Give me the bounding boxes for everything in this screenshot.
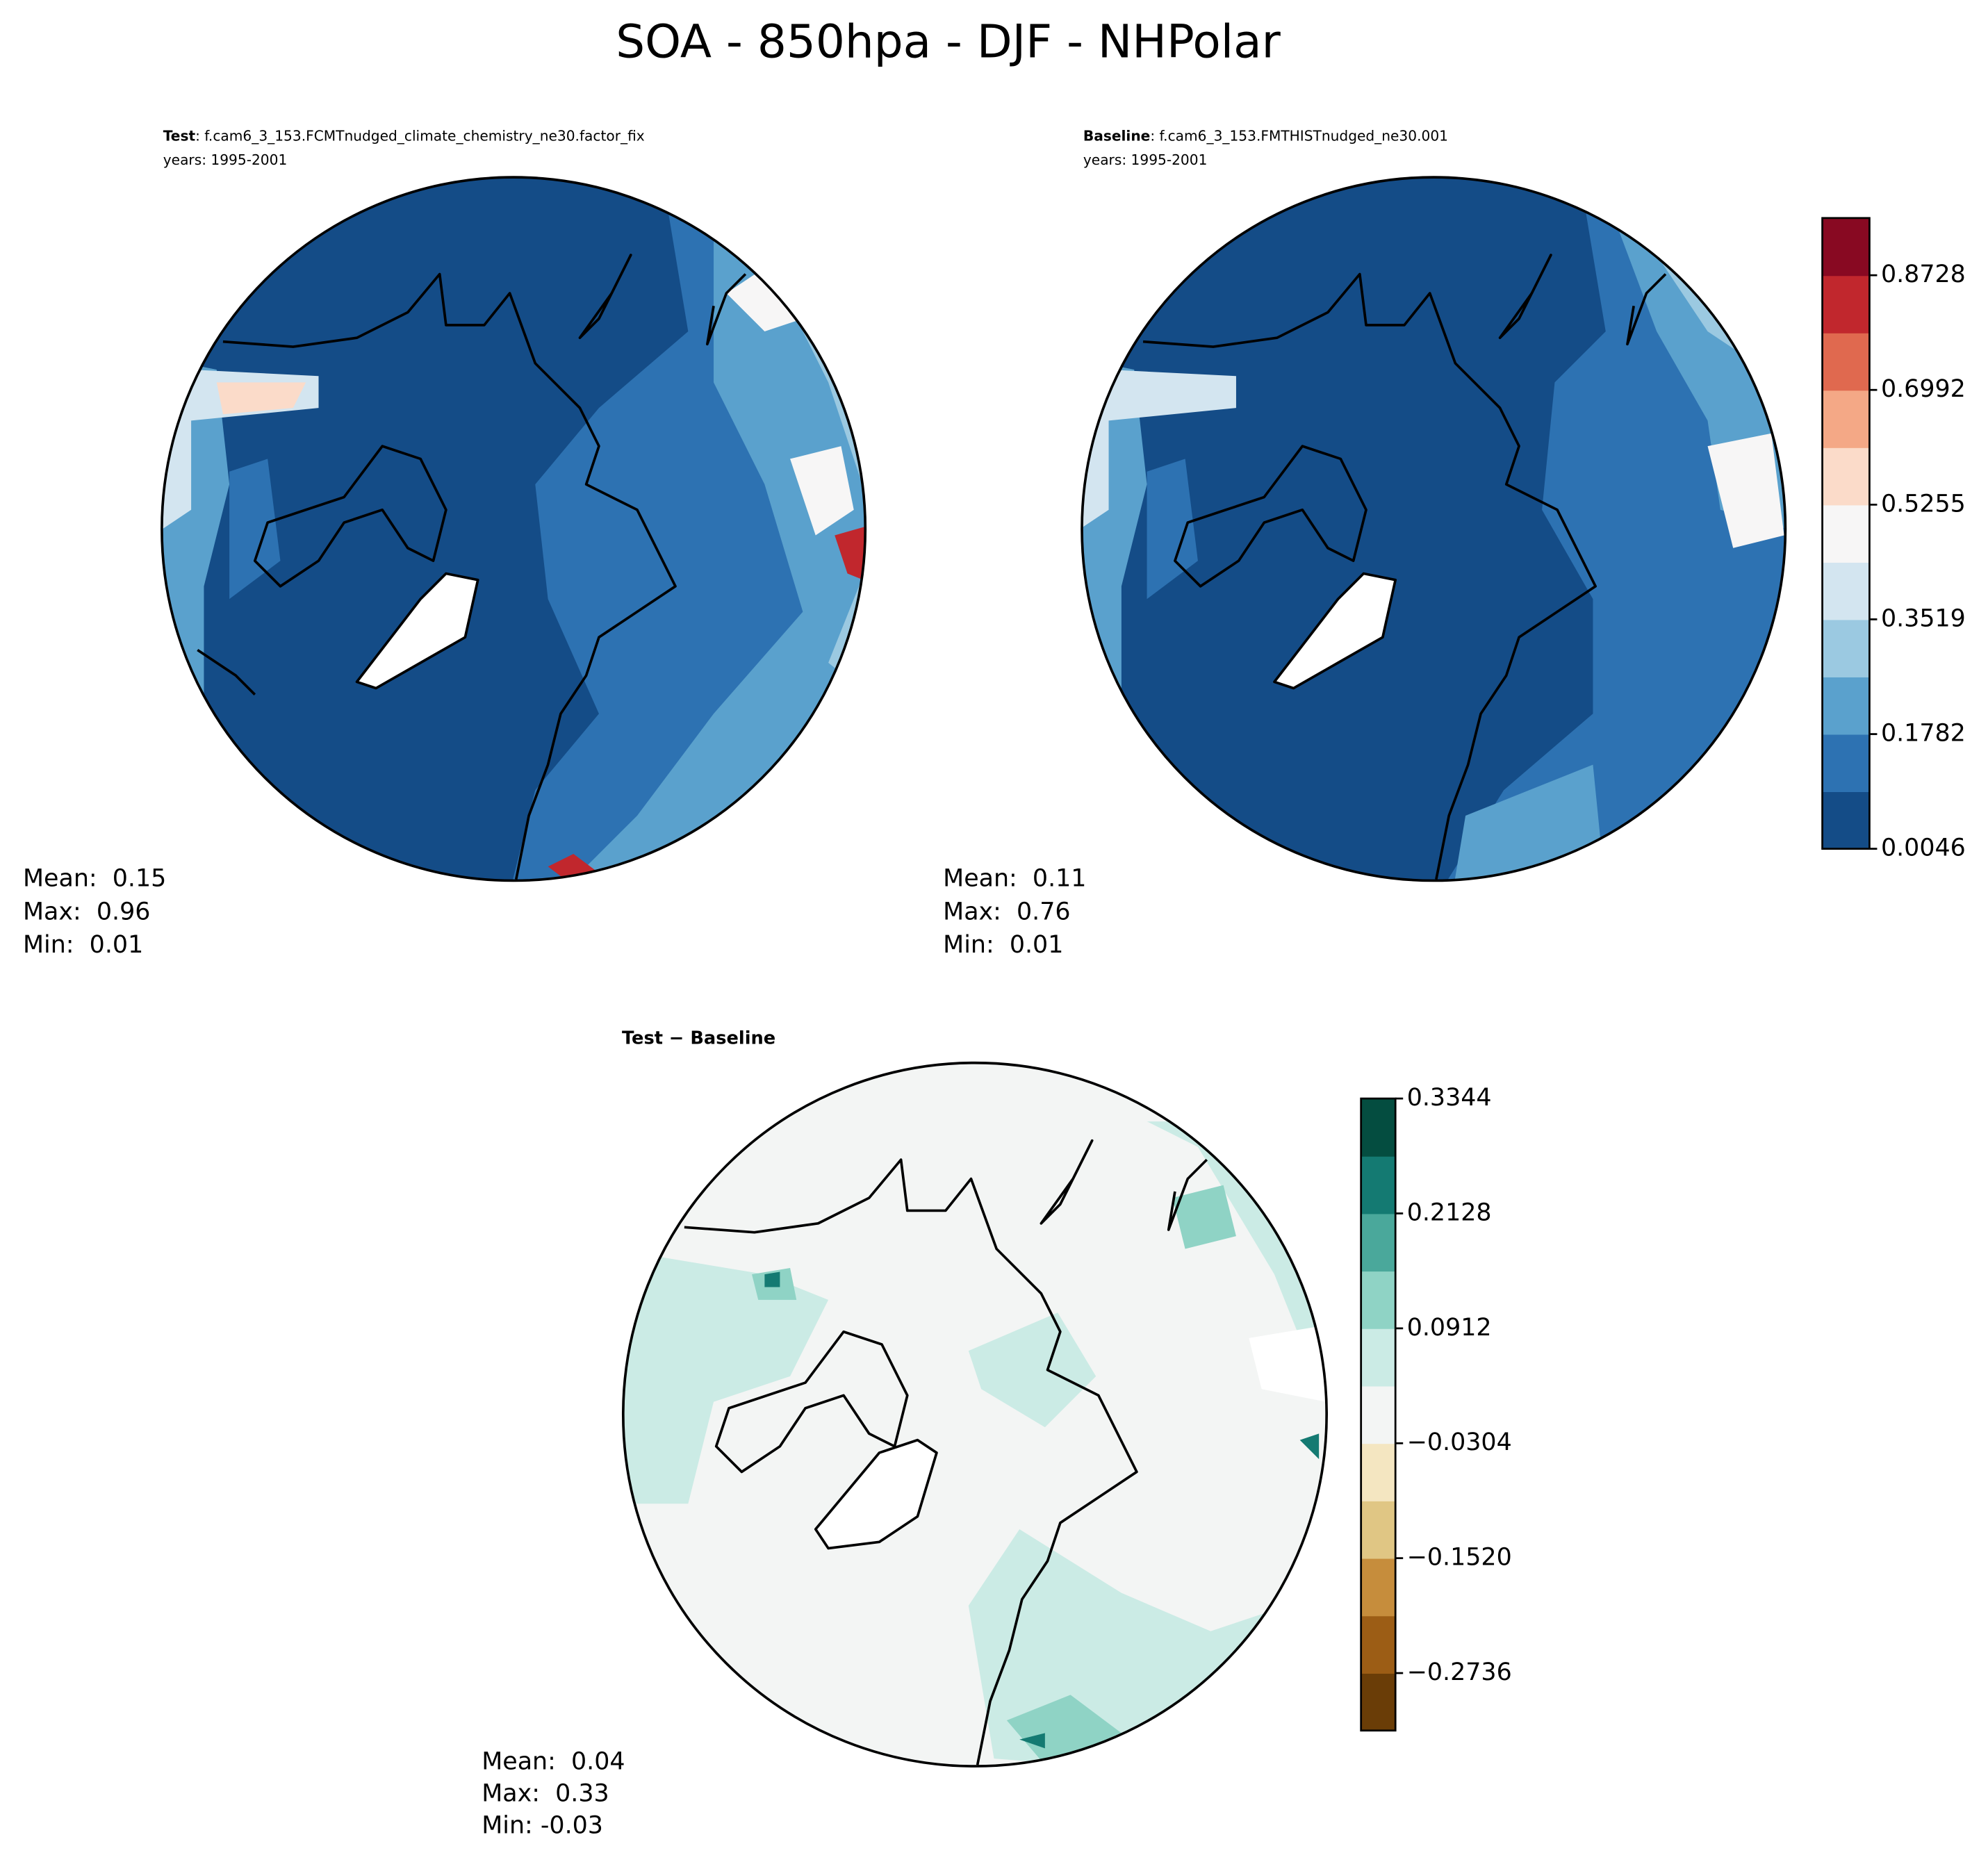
- case-name: : f.cam6_3_153.FMTHISTnudged_ne30.001: [1150, 127, 1448, 144]
- colorbar-tick-label: 0.0912: [1407, 1314, 1492, 1342]
- map-boundary: [161, 176, 867, 882]
- stat: Mean: 0.11: [943, 865, 1086, 893]
- colorbar-level: [1822, 447, 1870, 506]
- map-boundary: [621, 1061, 1329, 1768]
- map-boundary: [1081, 176, 1787, 882]
- colorbar-tick-label: −0.0304: [1407, 1428, 1512, 1456]
- panel-subtitle: Test: f.cam6_3_153.FCMTnudged_climate_ch…: [163, 127, 645, 144]
- map: [1082, 177, 1786, 881]
- colorbar-level: [1822, 734, 1870, 793]
- panel-label: Test: [163, 127, 196, 144]
- colorbar-level: [1361, 1443, 1396, 1501]
- stat: Min: 0.01: [23, 931, 143, 959]
- colorbar-level: [1822, 390, 1870, 448]
- stat: Min: 0.01: [943, 931, 1063, 959]
- colorbar-tick-label: 0.2128: [1407, 1199, 1492, 1226]
- colorbar-level: [1361, 1328, 1396, 1387]
- colorbar-tick-label: 0.1782: [1881, 720, 1966, 748]
- colorbar-tick-label: 0.0046: [1881, 834, 1966, 862]
- colorbar-tick-label: −0.1520: [1407, 1544, 1512, 1572]
- map: [161, 177, 866, 881]
- colorbar-level: [1822, 217, 1870, 277]
- panel-subtitle: Baseline: f.cam6_3_153.FMTHISTnudged_ne3…: [1083, 127, 1448, 144]
- colorbar-level: [1822, 677, 1870, 735]
- panel-label: Baseline: [1083, 127, 1150, 144]
- colorbar-level: [1361, 1673, 1396, 1731]
- colorbar-level: [1822, 332, 1870, 391]
- colorbar-level: [1822, 619, 1870, 677]
- figure-title: SOA - 850hpa - DJF - NHPolar: [616, 15, 1281, 68]
- coastline: [197, 254, 747, 880]
- colorbar-level: [1361, 1558, 1396, 1617]
- colorbar-level: [1822, 275, 1870, 333]
- colorbar-level: [1361, 1615, 1396, 1674]
- colorbar-tick-label: 0.3344: [1407, 1084, 1492, 1112]
- colorbar-tick-label: 0.5255: [1881, 490, 1966, 518]
- stat: Min: -0.03: [482, 1811, 603, 1839]
- colorbar-level: [1361, 1271, 1396, 1329]
- stat: Mean: 0.15: [23, 865, 166, 893]
- colorbar-frame: [1360, 1097, 1397, 1732]
- colorbar-tick-label: 0.3519: [1881, 604, 1966, 632]
- stat: Mean: 0.04: [482, 1748, 625, 1776]
- stat: Max: 0.33: [482, 1779, 609, 1807]
- colorbar-tick-label: −0.2736: [1407, 1658, 1512, 1686]
- coastline: [1142, 254, 1667, 880]
- colorbar-tick-label: 0.8728: [1881, 261, 1966, 288]
- years: years: 1995-2001: [163, 151, 288, 168]
- panel-title: Test − Baseline: [622, 1028, 775, 1048]
- colorbar-tick-label: 0.6992: [1881, 375, 1966, 403]
- colorbar-level: [1361, 1098, 1396, 1157]
- map: [623, 1062, 1327, 1767]
- colorbar-frame: [1821, 217, 1871, 850]
- case-name: : f.cam6_3_153.FCMTnudged_climate_chemis…: [195, 127, 645, 144]
- colorbar-level: [1361, 1155, 1396, 1214]
- years: years: 1995-2001: [1083, 151, 1208, 168]
- colorbar-level: [1822, 504, 1870, 563]
- coastline: [684, 1139, 1208, 1765]
- colorbar-level: [1822, 561, 1870, 620]
- colorbar-level: [1822, 791, 1870, 850]
- stat: Max: 0.76: [943, 898, 1070, 925]
- colorbar-level: [1361, 1385, 1396, 1444]
- colorbar-level: [1361, 1500, 1396, 1559]
- colorbar-level: [1361, 1213, 1396, 1272]
- stat: Max: 0.96: [23, 898, 150, 925]
